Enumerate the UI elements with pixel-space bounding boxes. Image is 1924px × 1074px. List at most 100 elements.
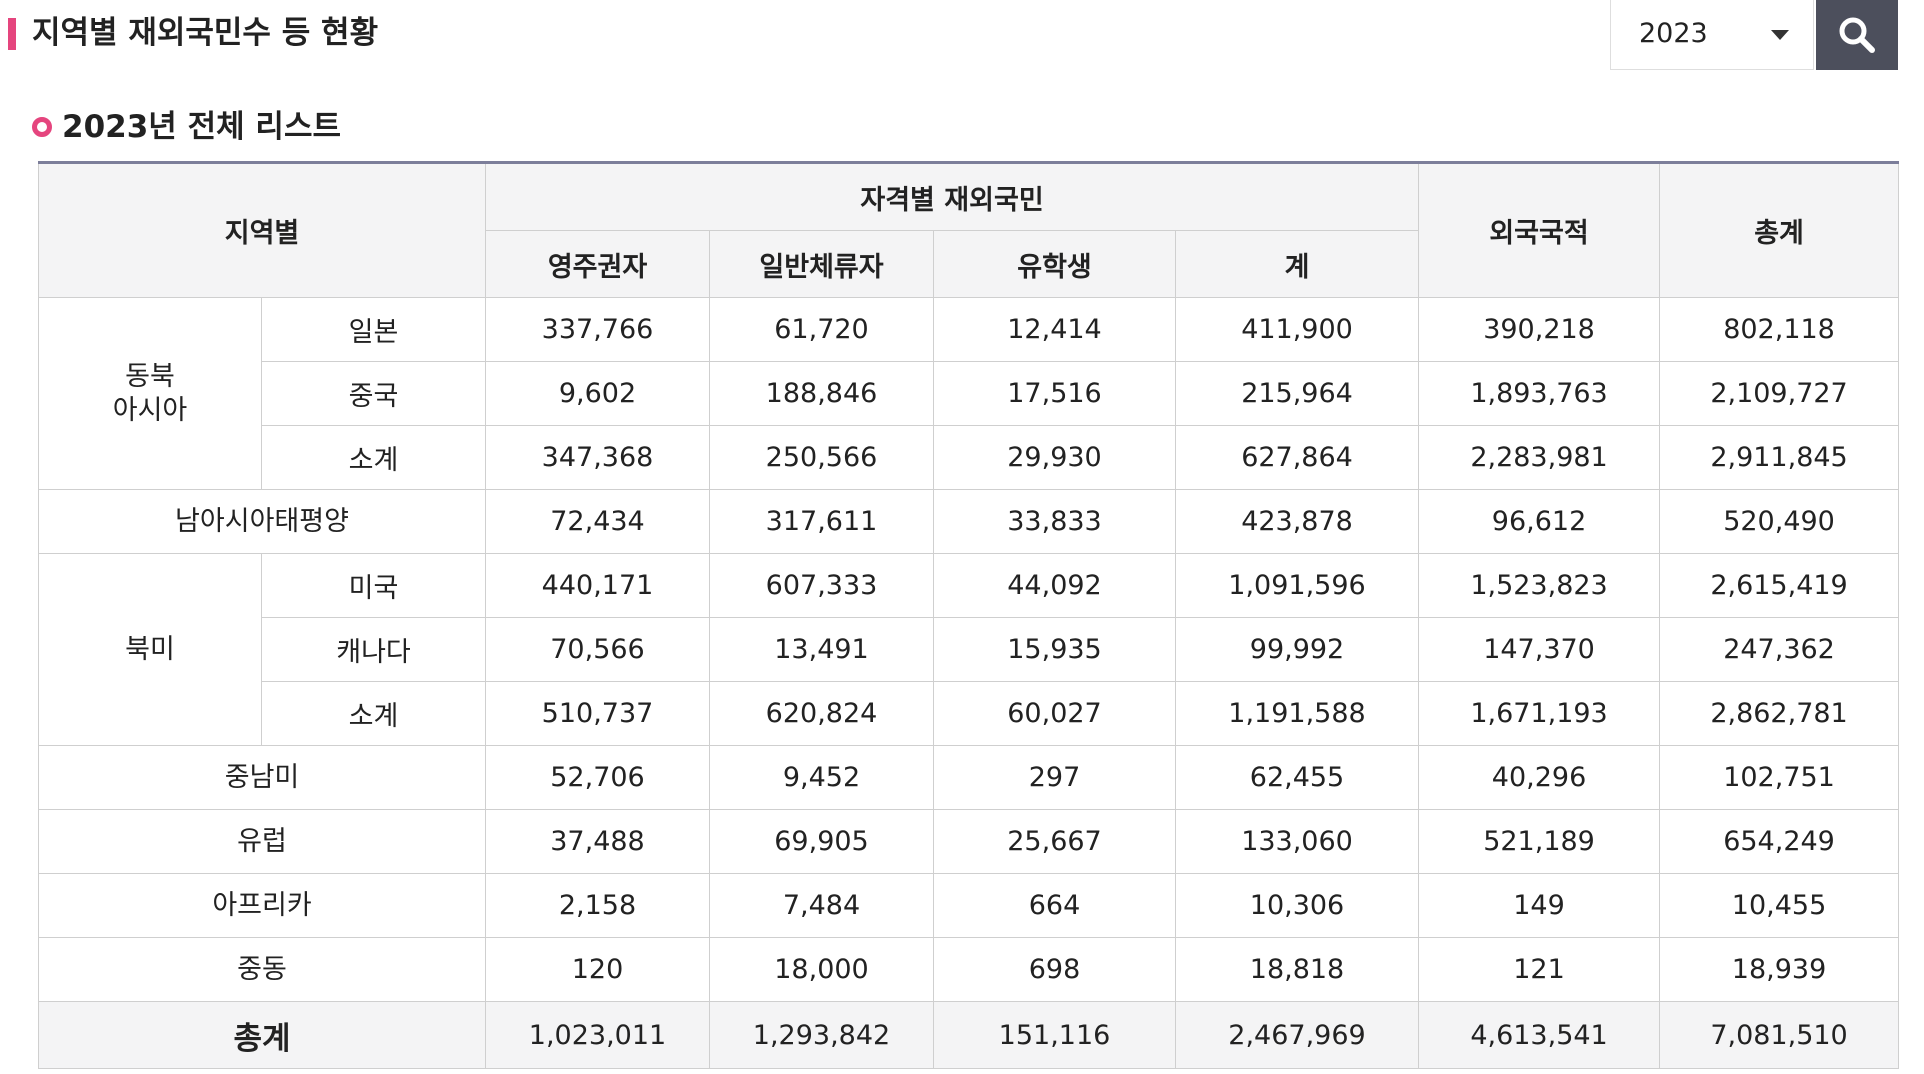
value-cell: 60,027 bbox=[933, 681, 1176, 746]
table-row: 동북 아시아 일본 337,766 61,720 12,414 411,900 390,218… bbox=[38, 297, 1900, 490]
value-cell: 13,491 bbox=[709, 617, 934, 682]
header-qualified: 자격별 재외국민 bbox=[484, 162, 1420, 231]
table-row: 중동 120 18,000 698 18,818 121 18,939 bbox=[38, 937, 1900, 1002]
value-cell: 9,602 bbox=[485, 361, 710, 426]
region-cell: 아프리카 bbox=[38, 873, 486, 938]
region-cell: 동북 아시아 bbox=[38, 297, 262, 490]
header-total: 총계 bbox=[1659, 162, 1900, 298]
table-row: 소계 347,368 250,566 29,930 627,864 2,283,981 2,… bbox=[39, 425, 1900, 490]
value-cell: 1,893,763 bbox=[1418, 361, 1661, 426]
country-cell: 일본 bbox=[261, 297, 486, 362]
value-cell: 297 bbox=[933, 745, 1176, 810]
table-row: 북미 미국 440,171 607,333 44,092 1,091,596 1,523,8… bbox=[38, 553, 1900, 746]
value-cell: 390,218 bbox=[1418, 297, 1661, 362]
value-cell: 147,370 bbox=[1418, 617, 1661, 682]
total-label: 총계 bbox=[38, 1001, 486, 1069]
title-accent-bar bbox=[8, 18, 16, 50]
value-cell: 96,612 bbox=[1418, 489, 1661, 554]
value-cell: 25,667 bbox=[933, 809, 1176, 874]
value-cell: 510,737 bbox=[485, 681, 710, 746]
region-name: 아프리카 bbox=[212, 889, 312, 921]
table-row: 유럽 37,488 69,905 25,667 133,060 521,189 654,24… bbox=[38, 809, 1900, 874]
value-cell: 37,488 bbox=[485, 809, 710, 874]
value-cell: 2,862,781 bbox=[1659, 681, 1900, 746]
value-cell: 664 bbox=[933, 873, 1176, 938]
total-value-cell: 1,293,842 bbox=[709, 1001, 934, 1069]
value-cell: 1,191,588 bbox=[1174, 681, 1420, 746]
value-cell: 250,566 bbox=[709, 425, 934, 490]
region-cell: 북미 bbox=[38, 553, 262, 746]
table-row: 남아시아태평양 72,434 317,611 33,833 423,878 96,612 5… bbox=[38, 489, 1900, 554]
circle-bullet-icon bbox=[32, 117, 52, 137]
value-cell: 10,306 bbox=[1174, 873, 1420, 938]
year-select-value: 2023 bbox=[1639, 18, 1708, 49]
value-cell: 2,283,981 bbox=[1418, 425, 1661, 490]
value-cell: 18,818 bbox=[1174, 937, 1420, 1002]
value-cell: 133,060 bbox=[1174, 809, 1420, 874]
value-cell: 2,109,727 bbox=[1659, 361, 1900, 426]
table-row: 소계 510,737 620,824 60,027 1,191,588 1,671,193… bbox=[39, 681, 1900, 746]
value-cell: 72,434 bbox=[485, 489, 710, 554]
country-cell: 미국 bbox=[261, 553, 486, 618]
header-general: 일반체류자 bbox=[709, 230, 934, 298]
value-cell: 17,516 bbox=[933, 361, 1176, 426]
region-name: 동북 bbox=[125, 360, 175, 392]
overseas-koreans-table: 지역별 자격별 재외국민 외국국적 총계 영주권자 일반체류자 유학생 계 동북… bbox=[38, 161, 1900, 1069]
header-region: 지역별 bbox=[38, 162, 486, 298]
header-sum: 계 bbox=[1174, 230, 1420, 298]
value-cell: 7,484 bbox=[709, 873, 934, 938]
value-cell: 62,455 bbox=[1174, 745, 1420, 810]
value-cell: 1,523,823 bbox=[1418, 553, 1661, 618]
value-cell: 423,878 bbox=[1174, 489, 1420, 554]
table-row: 캐나다 70,566 13,491 15,935 99,992 147,370 247,36… bbox=[39, 617, 1900, 682]
value-cell: 12,414 bbox=[933, 297, 1176, 362]
total-row: 총계 1,023,011 1,293,842 151,116 2,467,969 4,61… bbox=[38, 1001, 1900, 1069]
region-cell: 남아시아태평양 bbox=[38, 489, 486, 554]
region-name: 유럽 bbox=[237, 825, 287, 857]
value-cell: 9,452 bbox=[709, 745, 934, 810]
value-cell: 52,706 bbox=[485, 745, 710, 810]
value-cell: 627,864 bbox=[1174, 425, 1420, 490]
value-cell: 521,189 bbox=[1418, 809, 1661, 874]
search-button[interactable] bbox=[1816, 0, 1898, 70]
value-cell: 2,158 bbox=[485, 873, 710, 938]
region-name: 중남미 bbox=[224, 761, 300, 793]
country-cell: 소계 bbox=[261, 425, 486, 490]
page-header: 지역별 재외국민수 등 현황 2023 bbox=[0, 0, 1924, 70]
value-cell: 120 bbox=[485, 937, 710, 1002]
country-cell: 캐나다 bbox=[261, 617, 486, 682]
value-cell: 654,249 bbox=[1659, 809, 1900, 874]
value-cell: 2,911,845 bbox=[1659, 425, 1900, 490]
value-cell: 44,092 bbox=[933, 553, 1176, 618]
value-cell: 215,964 bbox=[1174, 361, 1420, 426]
region-name: 남아시아태평양 bbox=[175, 505, 349, 537]
value-cell: 1,671,193 bbox=[1418, 681, 1661, 746]
value-cell: 620,824 bbox=[709, 681, 934, 746]
total-value-cell: 7,081,510 bbox=[1659, 1001, 1900, 1069]
region-name: 아시아 bbox=[112, 394, 188, 426]
header-foreign: 외국국적 bbox=[1418, 162, 1661, 298]
value-cell: 69,905 bbox=[709, 809, 934, 874]
region-cell: 중동 bbox=[38, 937, 486, 1002]
section-title: 2023년 전체 리스트 bbox=[62, 109, 341, 145]
chevron-down-icon bbox=[1771, 30, 1789, 40]
table-body: 동북 아시아 일본 337,766 61,720 12,414 411,900 390,218… bbox=[38, 297, 1900, 1069]
value-cell: 520,490 bbox=[1659, 489, 1900, 554]
value-cell: 149 bbox=[1418, 873, 1661, 938]
value-cell: 317,611 bbox=[709, 489, 934, 554]
table-row: 아프리카 2,158 7,484 664 10,306 149 10,455 bbox=[38, 873, 1900, 938]
total-value-cell: 4,613,541 bbox=[1418, 1001, 1661, 1069]
year-select[interactable]: 2023 bbox=[1610, 0, 1814, 70]
value-cell: 188,846 bbox=[709, 361, 934, 426]
value-cell: 337,766 bbox=[485, 297, 710, 362]
region-cell: 중남미 bbox=[38, 745, 486, 810]
value-cell: 247,362 bbox=[1659, 617, 1900, 682]
value-cell: 40,296 bbox=[1418, 745, 1661, 810]
country-cell: 중국 bbox=[261, 361, 486, 426]
total-value-cell: 2,467,969 bbox=[1174, 1001, 1420, 1069]
country-cell: 소계 bbox=[261, 681, 486, 746]
search-icon bbox=[1839, 17, 1875, 53]
value-cell: 18,939 bbox=[1659, 937, 1900, 1002]
value-cell: 15,935 bbox=[933, 617, 1176, 682]
header-permanent: 영주권자 bbox=[485, 230, 710, 298]
